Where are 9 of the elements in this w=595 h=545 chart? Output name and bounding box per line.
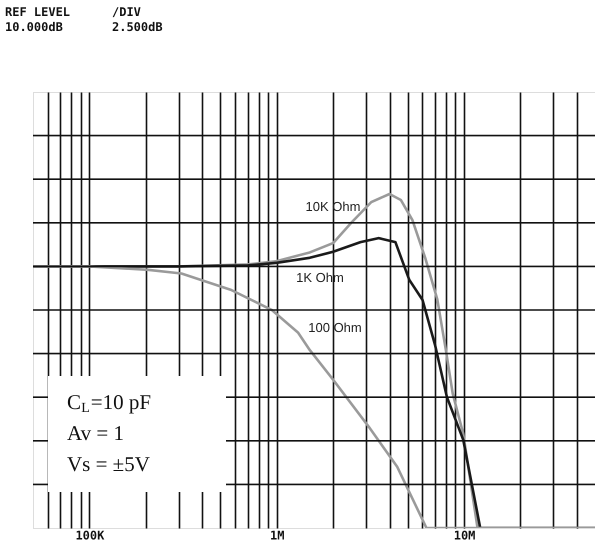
- x-tick-label: 10M: [454, 528, 476, 542]
- x-tick-label: 1M: [270, 528, 284, 542]
- annotation: Vs = ±5V: [67, 452, 150, 476]
- x-tick-label: 100K: [75, 528, 106, 542]
- text: 2.500dB: [112, 20, 163, 34]
- annotation: Av = 1: [67, 421, 124, 445]
- text: 10.000dB: [5, 20, 63, 34]
- text: REF LEVEL: [5, 5, 70, 19]
- text: /DIV: [112, 5, 141, 19]
